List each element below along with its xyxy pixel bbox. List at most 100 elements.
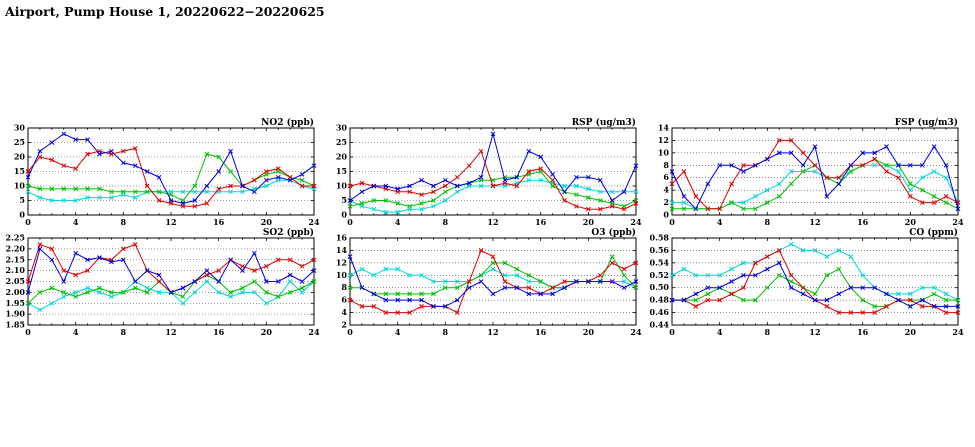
series-markers-cyan (25, 177, 317, 203)
y-tick-label: 5 (341, 195, 347, 205)
x-tick-label: 0 (347, 327, 353, 337)
y-tick-label: 0.48 (650, 295, 670, 305)
y-tick-label: 6 (663, 172, 669, 182)
chart-canvas-rsp: 0 5 10 15 20 25 30 0 4 8 12 16 20 24 RSP (ug/m3) (336, 117, 642, 227)
x-tick-label: 8 (121, 217, 127, 227)
x-tick-label: 0 (25, 217, 31, 227)
series-markers-blue (25, 246, 317, 295)
series-markers-cyan (25, 279, 317, 313)
y-tick-label: 2.25 (6, 233, 25, 243)
series-line-green (27, 274, 315, 304)
y-tick-label: 30 (336, 123, 348, 133)
x-tick-label: 12 (165, 217, 176, 227)
chart-panel-so2: 1.85 1.90 1.95 2.00 2.05 2.10 2.15 2.20 2.25 0 4 8 1… (0, 225, 322, 343)
x-tick-label: 16 (213, 327, 225, 337)
x-tick-label: 12 (809, 327, 820, 337)
y-tick-label: 0.44 (650, 320, 670, 330)
x-tick-label: 4 (717, 217, 723, 227)
y-tick-label: 6 (341, 295, 347, 305)
series-line-green (672, 158, 959, 210)
y-tick-label: 10 (658, 147, 670, 157)
y-tick-label: 15 (14, 166, 25, 176)
series-line-cyan (671, 243, 959, 301)
y-tick-label: 0.58 (650, 233, 670, 243)
series-line-cyan (349, 268, 637, 289)
y-tick-label: 10 (336, 181, 348, 191)
chart-title: RSP (ug/m3) (572, 117, 636, 128)
y-tick-label: 8 (341, 282, 347, 292)
series-markers-blue (669, 260, 961, 309)
y-tick-label: 12 (336, 257, 347, 267)
series-markers-blue (669, 144, 961, 212)
series-line-blue (27, 133, 315, 204)
y-tick-label: 0 (663, 210, 669, 220)
y-tick-label: 10 (336, 270, 348, 280)
chart-panel-co: 0.44 0.46 0.48 0.50 0.52 0.54 0.56 0.58 0 4 8 12 16 2… (644, 225, 966, 343)
y-tick-label: 30 (14, 123, 26, 133)
plot-border (349, 127, 637, 216)
series-line-blue (349, 256, 637, 307)
y-tick-label: 0.52 (650, 270, 669, 280)
series-line-cyan (27, 280, 315, 311)
y-tick-label: 2.20 (6, 243, 26, 253)
series-markers-green (25, 151, 317, 203)
x-tick-label: 8 (443, 217, 449, 227)
x-tick-label: 20 (261, 327, 273, 337)
x-tick-label: 4 (717, 327, 723, 337)
y-tick-label: 0.46 (650, 307, 670, 317)
series-markers-blue (347, 254, 639, 309)
y-tick-label: 2.05 (6, 276, 25, 286)
chart-panel-fsp: 0 2 4 6 8 10 12 14 0 4 8 12 16 20 24 FSP (ug/m3) (644, 115, 966, 233)
x-tick-label: 20 (583, 327, 595, 337)
chart-title: NO2 (ppb) (261, 117, 314, 128)
x-tick-label: 12 (165, 327, 176, 337)
series-line-green (349, 170, 637, 207)
series-markers-green (347, 169, 639, 209)
x-tick-label: 0 (347, 217, 353, 227)
chart-panel-no2: 0 5 10 15 20 25 30 0 4 8 12 16 20 24 NO2 (ppb) (0, 115, 322, 233)
x-tick-label: 8 (765, 327, 771, 337)
chart-canvas-no2: 0 5 10 15 20 25 30 0 4 8 12 16 20 24 NO2 (ppb) (14, 117, 320, 227)
x-tick-label: 12 (487, 327, 498, 337)
chart-title: O3 (ppb) (591, 227, 636, 238)
series-line-green (27, 153, 315, 202)
series-markers-green (347, 254, 639, 297)
y-tick-label: 4 (663, 185, 669, 195)
x-tick-label: 12 (487, 217, 498, 227)
y-tick-label: 12 (658, 135, 669, 145)
chart-canvas-co: 0.44 0.46 0.48 0.50 0.52 0.54 0.56 0.58 0 4 8 12 16 2… (650, 227, 964, 337)
x-tick-label: 4 (73, 327, 79, 337)
y-tick-label: 2.00 (6, 287, 26, 297)
x-tick-label: 16 (213, 217, 225, 227)
y-tick-label: 2.10 (6, 265, 26, 275)
y-tick-label: 14 (658, 123, 670, 133)
chart-title: FSP (ug/m3) (895, 117, 958, 128)
chart-panel-rsp: 0 5 10 15 20 25 30 0 4 8 12 16 20 24 RSP (ug/m3) (322, 115, 644, 233)
page-title: Airport, Pump House 1, 20220622−20220625 (5, 4, 325, 19)
y-tick-label: 16 (336, 233, 348, 243)
y-tick-label: 14 (336, 245, 348, 255)
x-tick-label: 4 (395, 327, 401, 337)
series-markers-blue (25, 131, 317, 206)
x-tick-label: 24 (952, 327, 964, 337)
y-tick-label: 2.15 (6, 254, 25, 264)
x-tick-label: 20 (905, 327, 917, 337)
x-tick-label: 4 (73, 217, 79, 227)
series-line-red (672, 249, 958, 314)
plot-border (671, 237, 959, 326)
chart-panel-o3: 2 4 6 8 10 12 14 16 0 4 8 12 16 20 24 O3 (ppb) (322, 225, 644, 343)
x-tick-label: 0 (669, 327, 675, 337)
y-tick-label: 25 (14, 137, 25, 147)
x-tick-label: 8 (765, 217, 771, 227)
x-tick-label: 24 (952, 217, 964, 227)
x-tick-label: 8 (121, 327, 127, 337)
y-tick-label: 1.90 (6, 309, 26, 319)
y-tick-label: 1.95 (6, 298, 25, 308)
x-tick-label: 16 (857, 327, 869, 337)
y-tick-label: 0.50 (650, 282, 670, 292)
x-tick-label: 0 (669, 217, 675, 227)
series-markers-red (669, 248, 961, 315)
x-tick-label: 8 (443, 327, 449, 337)
